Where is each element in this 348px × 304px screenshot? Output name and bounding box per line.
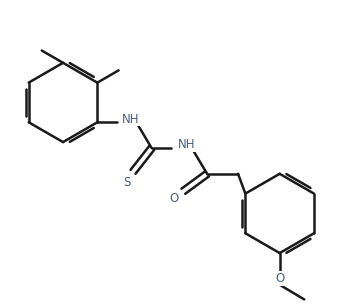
Text: O: O — [275, 272, 284, 285]
Text: S: S — [124, 176, 131, 189]
Text: NH: NH — [178, 138, 195, 151]
Text: O: O — [169, 192, 179, 205]
Text: NH: NH — [122, 112, 140, 126]
